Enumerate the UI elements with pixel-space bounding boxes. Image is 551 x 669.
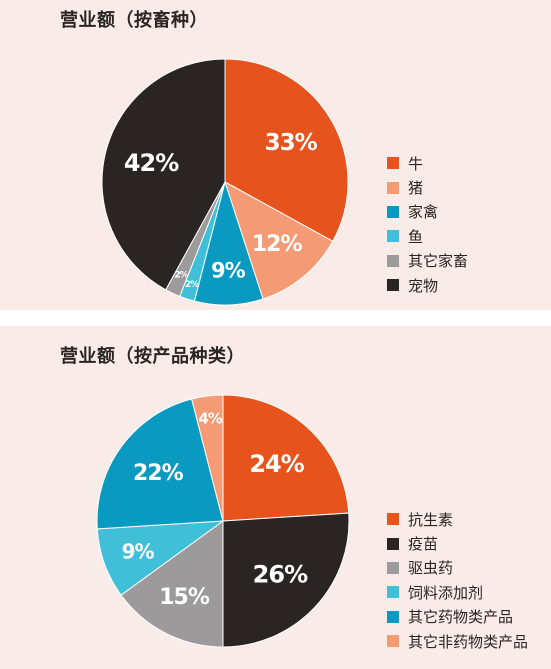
- legend-label: 驱虫药: [408, 559, 454, 578]
- legend-swatch: [387, 513, 399, 526]
- slice-data-label: 12%: [252, 232, 303, 257]
- pie-slice: [222, 512, 350, 648]
- slice-data-label: 24%: [249, 450, 304, 478]
- legend-label: 其它非药物类产品: [408, 632, 529, 651]
- legend-item: 疫苗: [387, 531, 528, 555]
- pie-chart-by-product: 24% 26% 15%9% 22% 4%: [96, 394, 350, 648]
- legend-item: 鱼: [387, 224, 468, 248]
- slice-data-label: 33%: [265, 130, 318, 156]
- legend-label: 猪: [408, 179, 424, 198]
- pie-slice: [120, 520, 224, 648]
- legend: 抗生素疫苗驱虫药饲料添加剂其它药物类产品 其它非药物类产品: [387, 507, 528, 653]
- legend-label: 家禽: [408, 203, 439, 222]
- slice-data-label: 42%: [124, 149, 179, 177]
- legend-item: 宠物: [387, 273, 468, 297]
- pie-slice: [224, 180, 334, 300]
- legend-label: 疫苗: [408, 535, 439, 554]
- legend-swatch: [387, 537, 399, 550]
- legend-swatch: [387, 561, 399, 574]
- legend-item: 其它非药物类产品: [387, 629, 528, 653]
- legend-label: 鱼: [408, 227, 424, 246]
- legend-label: 其它药物类产品: [408, 608, 514, 627]
- slice-data-label: 15%: [159, 585, 210, 610]
- legend-swatch: [387, 610, 399, 623]
- slice-data-label: 22%: [133, 461, 184, 486]
- chart-title: 营业额（按畜种）: [60, 10, 208, 31]
- legend-swatch: [387, 157, 399, 170]
- slice-data-label: 2%: [185, 280, 199, 290]
- legend-swatch: [387, 279, 399, 292]
- slice-data-label: 4%: [198, 410, 222, 428]
- pie-slice: [191, 394, 224, 522]
- legend-swatch: [387, 181, 399, 194]
- legend-item: 家禽: [387, 200, 468, 224]
- legend-label: 其它家畜: [408, 252, 469, 271]
- legend-swatch: [387, 635, 399, 648]
- legend-item: 抗生素: [387, 507, 528, 531]
- legend-item: 其它药物类产品: [387, 605, 528, 629]
- chart-panel-by-animal: 营业额（按畜种） 33% 12% 9% 2% 2% 42% 牛猪家禽鱼其它家畜宠物: [0, 0, 551, 310]
- pie-slice: [222, 394, 350, 522]
- pie-slice: [96, 398, 224, 530]
- legend-item: 饲料添加剂: [387, 580, 528, 604]
- legend-swatch: [387, 586, 399, 599]
- slice-data-label: 9%: [122, 540, 155, 564]
- legend-label: 牛: [408, 154, 424, 173]
- legend: 牛猪家禽鱼其它家畜宠物: [387, 151, 468, 297]
- pie-slice: [101, 58, 226, 291]
- pie-slice: [224, 58, 349, 242]
- legend-item: 其它家畜: [387, 249, 468, 273]
- slice-data-label: 9%: [211, 259, 246, 283]
- slice-data-label: 26%: [253, 561, 308, 589]
- legend-item: 牛: [387, 151, 468, 175]
- slice-data-label: 2%: [174, 271, 188, 281]
- legend-swatch: [387, 230, 399, 243]
- legend-label: 抗生素: [408, 510, 454, 529]
- legend-swatch: [387, 205, 399, 218]
- pie-chart-by-animal: 33% 12%9% 2%2% 42%: [101, 58, 349, 306]
- legend-item: 猪: [387, 175, 468, 199]
- legend-label: 宠物: [408, 276, 439, 295]
- chart-panel-by-product: 营业额（按产品种类） 24% 26% 15% 9% 22% 4% 抗生素疫苗驱虫药饲料添加…: [0, 326, 551, 669]
- legend-label: 饲料添加剂: [408, 583, 484, 602]
- legend-swatch: [387, 254, 399, 267]
- legend-item: 驱虫药: [387, 556, 528, 580]
- chart-title: 营业额（按产品种类）: [60, 346, 245, 367]
